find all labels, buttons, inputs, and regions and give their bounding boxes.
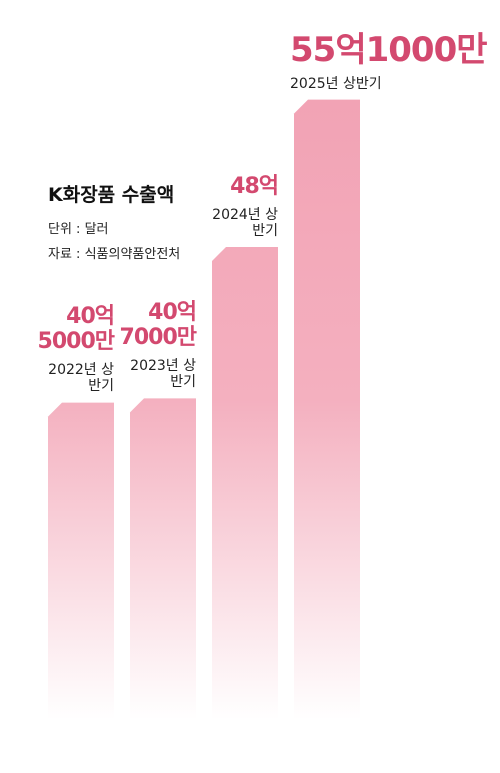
- bar: [294, 99, 360, 721]
- value-label: 40억 5000만: [37, 303, 115, 355]
- category-label: 2023년 상반기: [130, 358, 196, 391]
- source: 자료 : 식품의약품안전처: [48, 247, 181, 262]
- value-label: 55억1000만: [290, 29, 488, 70]
- value-label: 40억 7000만: [119, 299, 197, 351]
- bar: [48, 402, 114, 720]
- bar: [130, 398, 196, 720]
- chart-title: K화장품 수출액: [48, 184, 175, 206]
- value-label: 48억: [230, 173, 279, 199]
- unit-note: 단위 : 달러: [48, 222, 109, 237]
- category-label: 2022년 상반기: [48, 362, 114, 395]
- category-label: 2025년 상반기: [290, 75, 382, 92]
- category-label: 2024년 상반기: [212, 206, 278, 239]
- bar: [212, 246, 278, 720]
